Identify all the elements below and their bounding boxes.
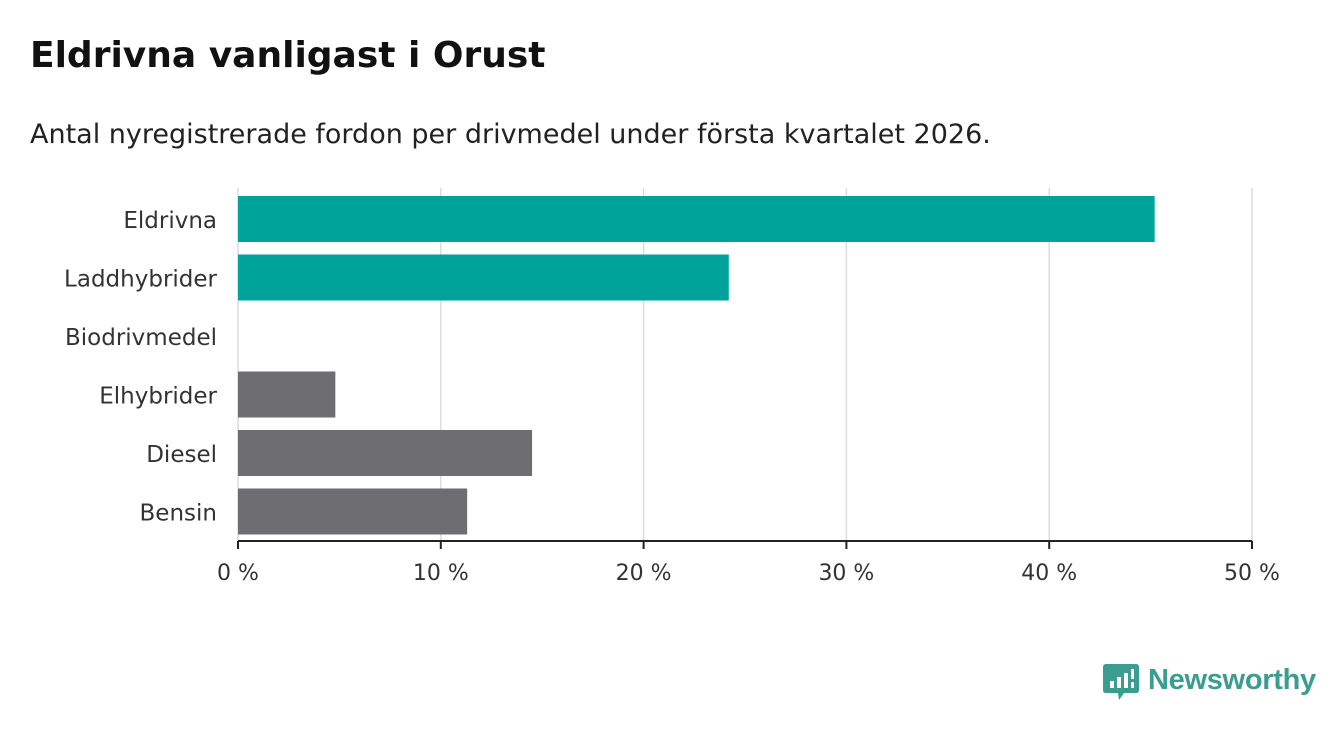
x-axis: 0 % 10 % 20 % 30 % 40 % 50 %: [217, 540, 1280, 586]
category-label-eldrivna: Eldrivna: [123, 208, 217, 234]
x-tick-label-30: 30 %: [818, 561, 874, 586]
chart-title: Eldrivna vanligast i Orust: [30, 35, 546, 76]
category-label-biodrivmedel: Biodrivmedel: [65, 325, 217, 351]
newsworthy-logo: Newsworthy: [1102, 660, 1316, 704]
x-tick-label-0: 0 %: [217, 561, 259, 586]
bar-eldrivna: [238, 196, 1155, 242]
bar-diesel: [238, 430, 533, 476]
bars: [238, 196, 1155, 535]
category-label-laddhybrider: Laddhybrider: [64, 267, 217, 293]
category-label-diesel: Diesel: [146, 442, 217, 468]
x-tick-label-40: 40 %: [1021, 561, 1077, 586]
x-tick-label-20: 20 %: [616, 561, 672, 586]
chart-subtitle: Antal nyregistrerade fordon per drivmede…: [30, 119, 991, 150]
bar-elhybrider: [238, 371, 336, 418]
category-label-elhybrider: Elhybrider: [99, 384, 217, 410]
brand-name: Newsworthy: [1148, 664, 1316, 696]
category-labels: Eldrivna Laddhybrider Biodrivmedel Elhybrid…: [64, 208, 217, 527]
bar-laddhybrider: [238, 254, 729, 301]
newsworthy-chart-icon: [1103, 664, 1139, 700]
x-tick-label-50: 50 %: [1224, 561, 1280, 586]
category-label-bensin: Bensin: [140, 501, 217, 527]
x-tick-label-10: 10 %: [413, 561, 469, 586]
bar-bensin: [238, 488, 468, 535]
grid-lines: [237, 188, 1253, 541]
